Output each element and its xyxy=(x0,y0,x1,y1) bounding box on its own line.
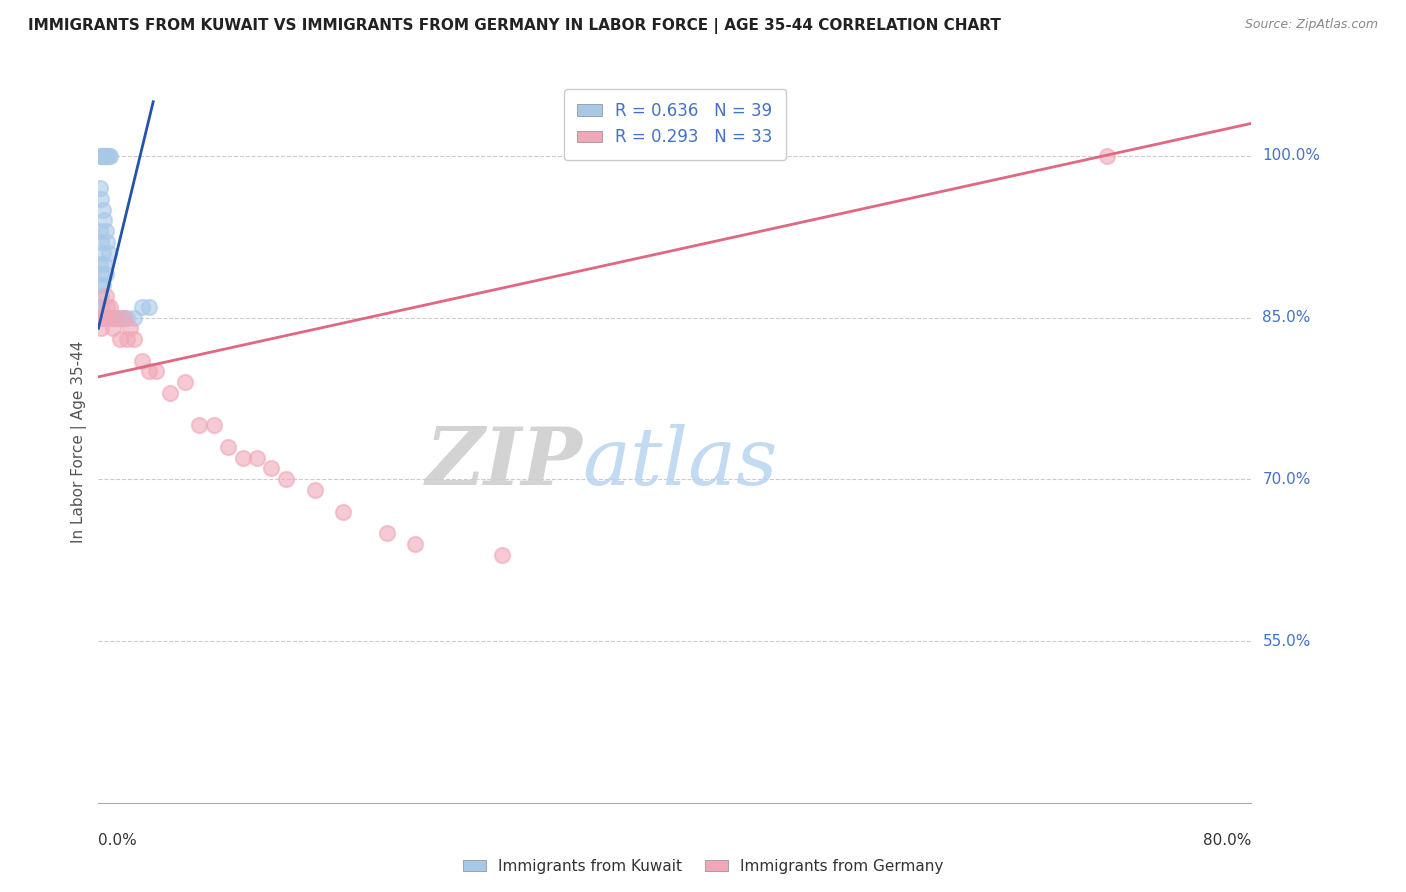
Point xyxy=(93,213,115,227)
Point xyxy=(90,192,112,206)
Point xyxy=(131,353,153,368)
Point xyxy=(91,310,114,325)
Text: Source: ZipAtlas.com: Source: ZipAtlas.com xyxy=(1244,18,1378,31)
Point xyxy=(405,537,427,551)
Point xyxy=(159,386,181,401)
Point xyxy=(89,181,111,195)
Point xyxy=(91,245,114,260)
Point xyxy=(89,300,111,314)
Text: 0.0%: 0.0% xyxy=(98,833,138,848)
Point xyxy=(91,310,114,325)
Point xyxy=(202,418,225,433)
Point xyxy=(93,310,115,325)
Text: 100.0%: 100.0% xyxy=(1263,148,1320,163)
Point xyxy=(90,289,112,303)
Point xyxy=(94,149,117,163)
Point xyxy=(246,450,269,465)
Point xyxy=(93,257,115,271)
Legend: Immigrants from Kuwait, Immigrants from Germany: Immigrants from Kuwait, Immigrants from … xyxy=(457,853,949,880)
Point xyxy=(91,278,114,293)
Text: 80.0%: 80.0% xyxy=(1204,833,1251,848)
Point xyxy=(124,310,146,325)
Point xyxy=(91,202,114,217)
Point xyxy=(90,149,112,163)
Point xyxy=(96,300,118,314)
Text: atlas: atlas xyxy=(582,425,778,502)
Point xyxy=(1097,149,1119,163)
Point xyxy=(98,300,121,314)
Point xyxy=(145,364,167,378)
Point xyxy=(112,310,135,325)
Point xyxy=(98,310,121,325)
Text: 55.0%: 55.0% xyxy=(1263,633,1310,648)
Text: ZIP: ZIP xyxy=(426,425,582,502)
Point xyxy=(131,300,153,314)
Point xyxy=(90,300,112,314)
Point xyxy=(174,376,197,390)
Y-axis label: In Labor Force | Age 35-44: In Labor Force | Age 35-44 xyxy=(72,341,87,542)
Point xyxy=(138,300,160,314)
Point xyxy=(274,472,297,486)
Point xyxy=(332,505,354,519)
Point xyxy=(108,332,131,346)
Point xyxy=(304,483,326,497)
Point xyxy=(101,310,124,325)
Point xyxy=(94,289,117,303)
Point xyxy=(90,268,112,282)
Point xyxy=(217,440,239,454)
Point xyxy=(117,310,139,325)
Point xyxy=(93,310,115,325)
Text: 70.0%: 70.0% xyxy=(1263,472,1310,487)
Point xyxy=(101,321,124,335)
Point xyxy=(94,224,117,238)
Point xyxy=(96,149,118,163)
Point xyxy=(97,310,120,325)
Point xyxy=(89,310,111,325)
Point xyxy=(98,149,121,163)
Point xyxy=(124,332,146,346)
Point xyxy=(94,268,117,282)
Point xyxy=(120,321,142,335)
Point xyxy=(89,257,111,271)
Point xyxy=(117,332,139,346)
Point xyxy=(110,310,132,325)
Point xyxy=(375,526,398,541)
Point xyxy=(93,149,115,163)
Text: 85.0%: 85.0% xyxy=(1263,310,1310,325)
Point xyxy=(90,321,112,335)
Point xyxy=(90,235,112,249)
Text: IMMIGRANTS FROM KUWAIT VS IMMIGRANTS FROM GERMANY IN LABOR FORCE | AGE 35-44 COR: IMMIGRANTS FROM KUWAIT VS IMMIGRANTS FRO… xyxy=(28,18,1001,34)
Point xyxy=(97,245,120,260)
Point xyxy=(107,310,129,325)
Point xyxy=(91,149,114,163)
Point xyxy=(89,224,111,238)
Legend: R = 0.636   N = 39, R = 0.293   N = 33: R = 0.636 N = 39, R = 0.293 N = 33 xyxy=(564,88,786,160)
Point xyxy=(89,278,111,293)
Point xyxy=(104,310,127,325)
Point xyxy=(491,548,513,562)
Point xyxy=(138,364,160,378)
Point xyxy=(112,310,135,325)
Point xyxy=(96,235,118,249)
Point xyxy=(188,418,211,433)
Point xyxy=(231,450,254,465)
Point xyxy=(260,461,283,475)
Point xyxy=(104,310,127,325)
Point xyxy=(89,149,111,163)
Point xyxy=(97,149,120,163)
